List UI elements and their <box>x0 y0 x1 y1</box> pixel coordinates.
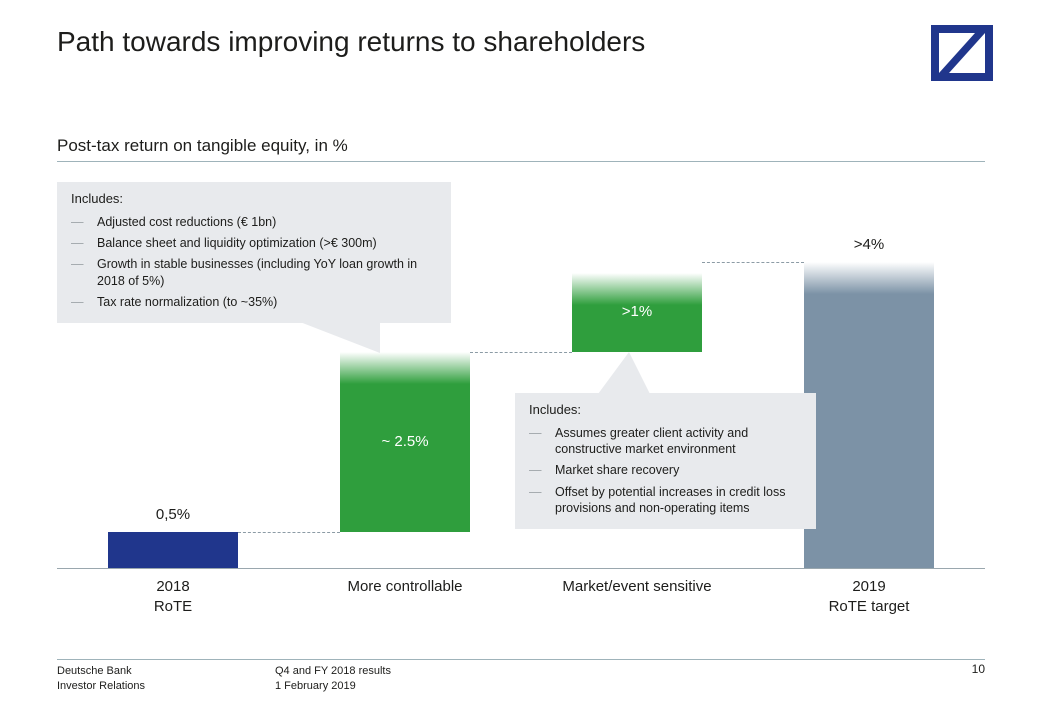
callout-market-sensitive: Includes: Assumes greater client activit… <box>515 352 816 530</box>
chart-bar-3 <box>572 272 702 352</box>
bullet-text: Adjusted cost reductions (€ 1bn) <box>97 214 277 229</box>
bullet-text: Growth in stable businesses (including Y… <box>97 257 418 288</box>
chart-bar-1 <box>108 532 238 568</box>
waterfall-connector <box>470 352 572 353</box>
callout-heading: Includes: <box>71 191 124 206</box>
callout-bullet: Growth in stable businesses (including Y… <box>71 256 437 289</box>
bullet-text: Offset by potential increases in credit … <box>555 484 786 515</box>
bar-value-label: >4% <box>853 236 885 253</box>
footer-department: Investor Relations <box>57 679 146 692</box>
callout-bullet: Balance sheet and liquidity optimization… <box>71 235 437 251</box>
callout-bullet: Assumes greater client activity and cons… <box>529 425 802 458</box>
deutsche-bank-logo <box>931 25 993 81</box>
bullet-text: Balance sheet and liquidity optimization… <box>97 236 377 251</box>
callout-heading: Includes: <box>529 402 582 417</box>
callout-bullet-list: Assumes greater client activity and cons… <box>529 425 802 516</box>
waterfall-connector <box>238 532 340 533</box>
axis-category-label: 2018 RoTE <box>153 578 193 615</box>
axis-category-label: 2019 RoTE target <box>828 578 910 615</box>
chart-bar-2 <box>340 352 470 532</box>
bullet-text: Market share recovery <box>555 463 680 478</box>
subtitle-divider <box>57 161 985 162</box>
footer-divider <box>57 659 985 660</box>
bullet-text: Tax rate normalization (to ~35%) <box>97 294 278 309</box>
bar-value-label: ~ 2.5% <box>381 433 429 450</box>
footer-company-block: Deutsche Bank Investor Relations <box>57 664 145 694</box>
bar-value-label: 0,5% <box>155 506 191 523</box>
chart-bar-4 <box>804 262 934 568</box>
callout-pointer-icon <box>300 322 380 354</box>
callout-bullet: Market share recovery <box>529 462 802 478</box>
logo-slash-icon <box>939 33 985 73</box>
axis-category-label: More controllable <box>347 578 463 595</box>
footer-company: Deutsche Bank <box>57 665 132 677</box>
bullet-text: Assumes greater client activity and cons… <box>555 425 749 457</box>
page-title: Path towards improving returns to shareh… <box>57 26 646 57</box>
page-number: 10 <box>971 662 985 676</box>
footer-event: Q4 and FY 2018 results <box>275 665 391 677</box>
callout-bullet: Offset by potential increases in credit … <box>529 484 802 517</box>
callout-bullet: Adjusted cost reductions (€ 1bn) <box>71 214 437 230</box>
x-axis-line <box>57 568 985 569</box>
callout-bullet-list: Adjusted cost reductions (€ 1bn) Balance… <box>71 214 437 310</box>
footer-event-block: Q4 and FY 2018 results 1 February 2019 <box>275 664 391 694</box>
footer-date: 1 February 2019 <box>275 679 356 692</box>
bar-value-label: >1% <box>621 303 653 321</box>
axis-category-label: Market/event sensitive <box>562 578 712 595</box>
callout-bullet: Tax rate normalization (to ~35%) <box>71 294 437 310</box>
chart-title: Post-tax return on tangible equity, in % <box>57 136 348 155</box>
callout-pointer-icon <box>598 352 650 394</box>
callout-more-controllable: Includes: Adjusted cost reductions (€ 1b… <box>57 182 451 354</box>
waterfall-connector <box>702 262 804 263</box>
